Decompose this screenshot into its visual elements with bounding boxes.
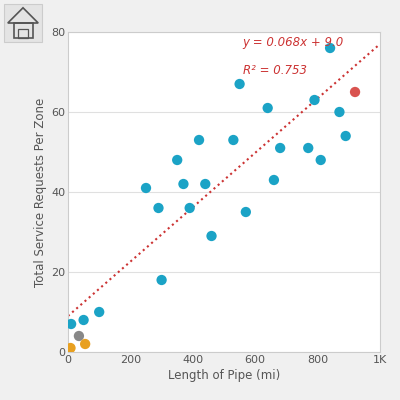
Point xyxy=(318,157,324,163)
Point xyxy=(155,205,162,211)
Text: R² = 0.753: R² = 0.753 xyxy=(243,64,307,77)
Bar xyxy=(14,23,32,38)
Point xyxy=(277,145,283,151)
Point xyxy=(305,145,312,151)
Point xyxy=(264,105,271,111)
Point xyxy=(174,157,180,163)
FancyBboxPatch shape xyxy=(4,4,42,42)
Point xyxy=(243,209,249,215)
Point xyxy=(208,233,215,239)
Point xyxy=(336,109,343,115)
Point xyxy=(67,345,74,351)
Text: y = 0.068x + 9.0: y = 0.068x + 9.0 xyxy=(243,36,344,49)
Point xyxy=(68,321,74,327)
Point xyxy=(342,133,349,139)
Point xyxy=(143,185,149,191)
Y-axis label: Total Service Requests Per Zone: Total Service Requests Per Zone xyxy=(34,97,47,287)
Point xyxy=(202,181,208,187)
Point xyxy=(96,309,102,315)
Point xyxy=(352,89,358,95)
X-axis label: Length of Pipe (mi): Length of Pipe (mi) xyxy=(168,369,280,382)
Point xyxy=(311,97,318,103)
Point xyxy=(327,45,333,51)
Point xyxy=(236,81,243,87)
Point xyxy=(76,333,82,339)
Point xyxy=(180,181,187,187)
Point xyxy=(80,317,87,323)
Point xyxy=(186,205,193,211)
Point xyxy=(196,137,202,143)
Bar xyxy=(18,29,28,38)
Point xyxy=(271,177,277,183)
Point xyxy=(230,137,236,143)
Point xyxy=(158,277,165,283)
Point xyxy=(82,341,88,347)
